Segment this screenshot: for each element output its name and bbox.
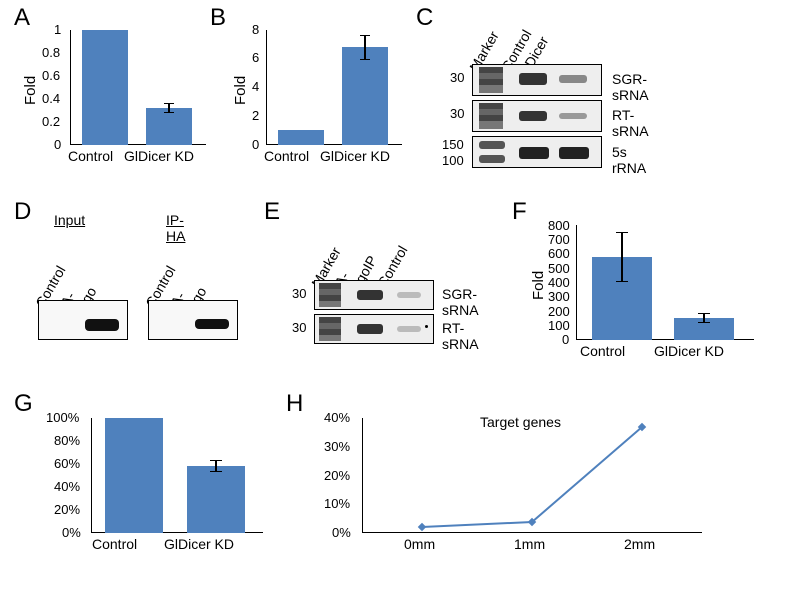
title-h: Target genes (480, 414, 561, 430)
tick-h-1: 10% (324, 496, 350, 511)
cat-h-2: 2mm (624, 536, 655, 552)
tick-g-2: 40% (54, 479, 80, 494)
tick-f-5: 500 (548, 261, 570, 276)
cat-h-0: 0mm (404, 536, 435, 552)
blot-c-2: 5s rRNA (612, 144, 646, 176)
panel-label-e: E (264, 198, 280, 226)
tick-f-4: 400 (548, 275, 570, 290)
cat-g-1: GlDicer KD (164, 536, 234, 552)
tick-f-7: 700 (548, 232, 570, 247)
tick-a-1: 0.2 (42, 114, 60, 129)
tick-f-1: 100 (548, 318, 570, 333)
ylabel-a: Fold (22, 76, 39, 105)
blot-e-1: RT-sRNA (442, 320, 479, 352)
bar-b-control (278, 130, 324, 145)
cat-f-0: Control (580, 343, 625, 359)
bar-a-control (82, 30, 128, 145)
cat-b-1: GlDicer KD (320, 148, 390, 164)
chart-b (266, 30, 402, 145)
tick-h-4: 40% (324, 410, 350, 425)
chart-a (70, 30, 206, 145)
tick-b-1: 2 (252, 108, 259, 123)
tick-g-0: 0% (62, 525, 81, 540)
bar-a-kd (146, 108, 192, 145)
tick-a-3: 0.6 (42, 68, 60, 83)
bar-g-control (105, 418, 163, 533)
size-e-1: 30 (292, 320, 306, 335)
tick-h-3: 30% (324, 439, 350, 454)
size-c-1: 30 (450, 106, 464, 121)
tick-b-2: 4 (252, 79, 259, 94)
chart-h (362, 418, 702, 533)
panel-label-h: H (286, 390, 303, 418)
cat-f-1: GlDicer KD (654, 343, 724, 359)
line-h (362, 418, 702, 533)
panel-label-b: B (210, 4, 226, 32)
tick-b-0: 0 (252, 137, 259, 152)
tick-f-0: 0 (562, 332, 569, 347)
tick-a-2: 0.4 (42, 91, 60, 106)
cat-h-1: 1mm (514, 536, 545, 552)
tick-f-6: 600 (548, 246, 570, 261)
tick-g-3: 60% (54, 456, 80, 471)
tick-a-4: 0.8 (42, 45, 60, 60)
tick-g-1: 20% (54, 502, 80, 517)
ylabel-b: Fold (232, 76, 249, 105)
ylabel-f: Fold (530, 271, 547, 300)
panel-label-a: A (14, 4, 30, 32)
tick-g-4: 80% (54, 433, 80, 448)
panel-label-g: G (14, 390, 33, 418)
bar-b-kd (342, 47, 388, 145)
bar-g-kd (187, 466, 245, 533)
tick-h-2: 20% (324, 468, 350, 483)
tick-b-3: 6 (252, 50, 259, 65)
panel-label-d: D (14, 198, 31, 226)
tick-f-2: 200 (548, 304, 570, 319)
panel-label-f: F (512, 198, 527, 226)
cat-b-0: Control (264, 148, 309, 164)
size-c-2a: 150 (442, 137, 464, 152)
chart-f (576, 225, 754, 340)
tick-h-0: 0% (332, 525, 351, 540)
tick-g-5: 100% (46, 410, 79, 425)
cat-g-0: Control (92, 536, 137, 552)
size-e-0: 30 (292, 286, 306, 301)
blot-c-0: SGR-sRNA (612, 71, 649, 103)
tick-a-0: 0 (54, 137, 61, 152)
tick-f-8: 800 (548, 218, 570, 233)
group-d-0: Input (54, 212, 85, 228)
tick-b-4: 8 (252, 22, 259, 37)
group-d-1: IP-HA (166, 212, 185, 244)
tick-a-5: 1 (54, 22, 61, 37)
cat-a-0: Control (68, 148, 113, 164)
size-c-2b: 100 (442, 153, 464, 168)
tick-f-3: 300 (548, 289, 570, 304)
blot-c-1: RT-sRNA (612, 107, 649, 139)
cat-a-1: GlDicer KD (124, 148, 194, 164)
size-c-0: 30 (450, 70, 464, 85)
blot-e-0: SGR-sRNA (442, 286, 479, 318)
chart-g (91, 418, 263, 533)
panel-label-c: C (416, 4, 433, 32)
